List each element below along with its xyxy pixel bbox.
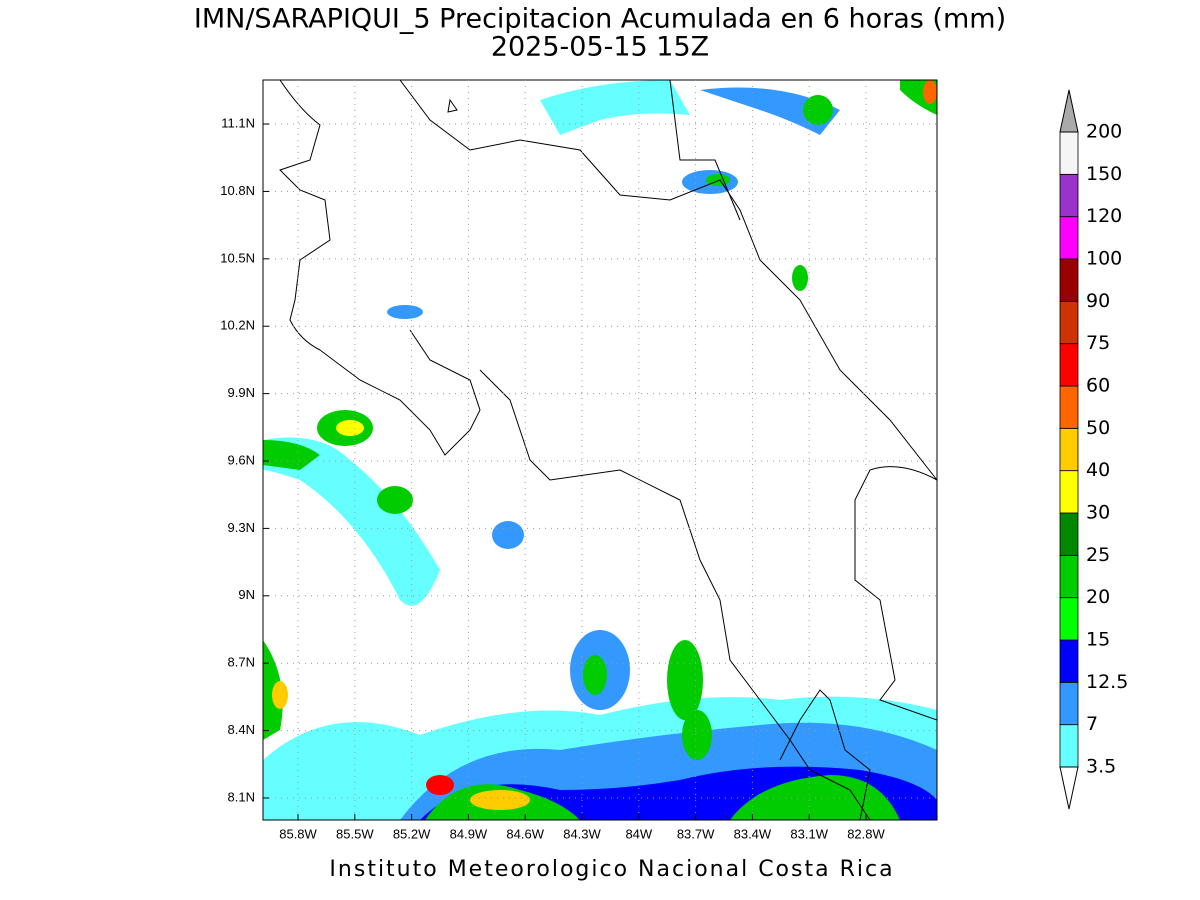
y-tick-label: 9.9N <box>228 385 255 400</box>
colorbar-bin <box>1059 131 1079 175</box>
colorbar-label: 30 <box>1086 502 1110 524</box>
y-tick-label: 8.7N <box>228 655 255 670</box>
colorbar-label: 40 <box>1086 459 1110 481</box>
x-tick-label: 82.8W <box>847 826 885 841</box>
y-tick-label: 10.8N <box>220 183 255 198</box>
y-tick-label: 9.6N <box>228 452 255 467</box>
title: IMN/SARAPIQUI_5 Precipitacion Acumulada … <box>194 4 1006 35</box>
colorbar-label: 20 <box>1086 586 1110 608</box>
colorbar-label: 60 <box>1086 375 1110 397</box>
colorbar-bin <box>1059 173 1079 218</box>
x-tick-label: 85.2W <box>393 826 431 841</box>
colorbar-label: 120 <box>1086 205 1122 227</box>
colorbar-bin <box>1059 512 1079 556</box>
colorbar-bin <box>1059 216 1079 260</box>
y-tick-label: 8.4N <box>228 722 255 737</box>
colorbar-bin <box>1059 554 1079 599</box>
x-tick-label: 83.1W <box>790 826 828 841</box>
y-tick-label: 8.1N <box>228 789 255 804</box>
x-tick-label: 84.3W <box>563 826 601 841</box>
y-tick-label: 10.5N <box>220 250 255 265</box>
coastlines <box>279 80 937 820</box>
colorbar-label: 100 <box>1086 248 1122 270</box>
x-tick-label: 84.6W <box>506 826 544 841</box>
footer: Instituto Meteorologico Nacional Costa R… <box>329 857 894 882</box>
colorbar-label: 90 <box>1086 290 1110 312</box>
y-tick-label: 9.3N <box>228 520 255 535</box>
colorbar-under <box>1059 766 1079 810</box>
subtitle: 2025-05-15 15Z <box>491 32 709 63</box>
colorbar-label: 12.5 <box>1086 671 1128 693</box>
colorbar-label: 200 <box>1086 121 1122 143</box>
x-tick-label: 85.5W <box>336 826 374 841</box>
colorbar-bin <box>1059 300 1079 345</box>
y-tick-label: 10.2N <box>220 318 255 333</box>
colorbar-bin <box>1059 639 1079 683</box>
colorbar-bin <box>1059 343 1079 387</box>
x-tick-label: 85.8W <box>279 826 317 841</box>
colorbar-label: 150 <box>1086 163 1122 185</box>
x-tick-label: 84.9W <box>450 826 488 841</box>
colorbar-bin <box>1059 427 1079 472</box>
colorbar-bin <box>1059 385 1079 429</box>
colorbar-label: 3.5 <box>1086 756 1116 778</box>
y-tick-label: 11.1N <box>221 115 255 130</box>
colorbar-label: 7 <box>1086 713 1098 735</box>
x-tick-label: 83.7W <box>677 826 715 841</box>
colorbar-label: 25 <box>1086 544 1110 566</box>
colorbar-bin <box>1059 597 1079 641</box>
colorbar-bin <box>1059 724 1079 768</box>
colorbar-over <box>1059 89 1079 133</box>
precip-fields <box>263 80 937 820</box>
y-tick-label: 9N <box>238 587 255 602</box>
colorbar-label: 50 <box>1086 417 1110 439</box>
x-tick-label: 84W <box>625 826 652 841</box>
colorbar-bin <box>1059 681 1079 726</box>
colorbar-label: 75 <box>1086 332 1110 354</box>
colorbar-label: 15 <box>1086 629 1110 651</box>
colorbar-bin <box>1059 470 1079 514</box>
colorbar-bin <box>1059 258 1079 302</box>
x-tick-label: 83.4W <box>734 826 772 841</box>
plot-frame <box>262 79 938 821</box>
